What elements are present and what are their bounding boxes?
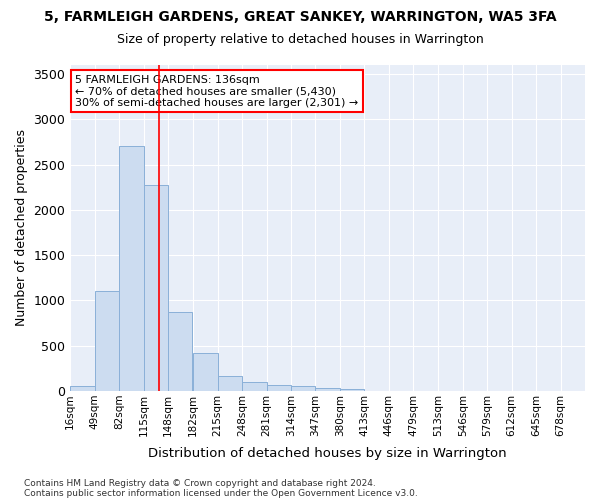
Bar (95, 292, 119, 391)
Text: Contains public sector information licensed under the Open Government Licence v3: Contains public sector information licen… (24, 488, 418, 498)
X-axis label: Distribution of detached houses by size in Warrington: Distribution of detached houses by size … (148, 447, 507, 460)
Text: Contains HM Land Registry data © Crown copyright and database right 2024.: Contains HM Land Registry data © Crown c… (24, 478, 376, 488)
Bar (242, 382, 266, 391)
Y-axis label: Number of detached properties: Number of detached properties (15, 130, 28, 326)
Bar (143, 184, 168, 391)
Bar (193, 354, 218, 391)
Text: 5, FARMLEIGH GARDENS, GREAT SANKEY, WARRINGTON, WA5 3FA: 5, FARMLEIGH GARDENS, GREAT SANKEY, WARR… (44, 10, 556, 24)
Text: 5 FARMLEIGH GARDENS: 136sqm
← 70% of detached houses are smaller (5,430)
30% of : 5 FARMLEIGH GARDENS: 136sqm ← 70% of det… (76, 75, 359, 108)
Bar (168, 312, 193, 391)
Bar (340, 389, 364, 391)
Bar (316, 388, 340, 391)
Bar (218, 376, 242, 391)
Bar (266, 385, 291, 391)
Bar (119, 146, 143, 391)
Bar (291, 386, 316, 391)
Text: Size of property relative to detached houses in Warrington: Size of property relative to detached ho… (116, 32, 484, 46)
Bar (70, 386, 95, 391)
